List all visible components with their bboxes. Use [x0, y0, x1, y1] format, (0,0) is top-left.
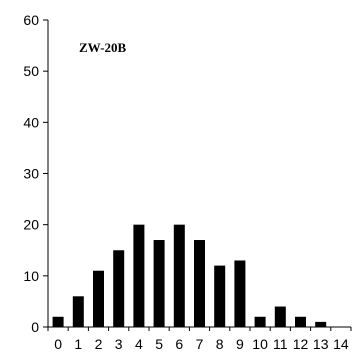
x-tick-label: 10: [252, 336, 268, 352]
chart-annotation: ZW-20B: [79, 40, 127, 55]
bar: [234, 260, 246, 327]
x-tick-label: 14: [333, 336, 349, 352]
y-tick-label: 20: [23, 217, 39, 233]
x-tick-label: 11: [273, 336, 288, 352]
x-tick-label: 4: [135, 336, 143, 352]
bar: [72, 296, 84, 327]
bar: [52, 316, 64, 327]
x-tick-label: 7: [196, 336, 204, 352]
x-tick-label: 13: [313, 336, 329, 352]
bar: [133, 224, 145, 327]
bar: [214, 265, 226, 327]
x-tick-label: 6: [175, 336, 183, 352]
y-tick-label: 40: [23, 114, 39, 130]
bar: [274, 306, 286, 327]
bar: [153, 240, 165, 327]
x-tick-label: 8: [216, 336, 224, 352]
x-tick-label: 1: [74, 336, 82, 352]
y-tick-label: 50: [23, 63, 39, 79]
bar: [254, 316, 266, 327]
x-tick-label: 3: [115, 336, 123, 352]
bar: [173, 224, 185, 327]
y-tick-label: 10: [23, 268, 39, 284]
y-tick-label: 0: [31, 319, 39, 335]
y-axis-ticks: 0 10 20 30 40 50 60: [23, 12, 48, 335]
x-tick-label: 0: [54, 336, 62, 352]
x-tick-label: 12: [293, 336, 309, 352]
y-tick-label: 60: [23, 12, 39, 28]
bar: [295, 316, 306, 327]
bar: [93, 270, 104, 327]
y-tick-label: 30: [23, 166, 39, 182]
x-tick-label: 9: [236, 336, 244, 352]
x-tick-label: 5: [155, 336, 163, 352]
x-axis-ticks: 0 1 2 3 4 5 6 7 8 9 10 11 12 13 14: [47, 327, 352, 352]
bar: [194, 240, 205, 327]
bar: [315, 321, 327, 327]
bar: [113, 250, 125, 327]
x-tick-label: 2: [95, 336, 103, 352]
bars: [52, 224, 327, 327]
